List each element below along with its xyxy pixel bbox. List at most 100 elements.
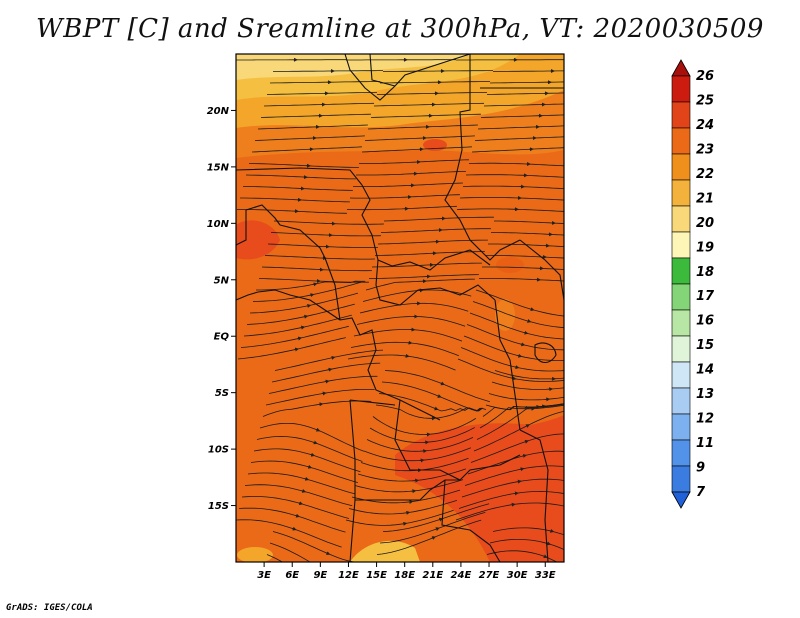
streamline	[356, 316, 466, 327]
streamline	[259, 423, 365, 452]
streamline	[273, 220, 384, 225]
streamline-arrow	[524, 439, 529, 444]
streamline	[384, 370, 491, 403]
streamline-arrow	[523, 330, 529, 335]
streamline	[359, 159, 469, 164]
streamline	[269, 542, 311, 562]
streamline	[238, 507, 346, 533]
lon-label: 33E	[535, 570, 556, 581]
streamline	[248, 163, 359, 168]
streamline-arrow	[309, 293, 315, 298]
streamline-arrow	[300, 325, 306, 330]
lon-label: 3E	[257, 570, 271, 581]
streamline-arrow	[549, 528, 555, 533]
streamline-arrow	[297, 336, 303, 341]
streamline	[380, 228, 491, 233]
streamline-arrow	[440, 381, 445, 386]
lat-label: 5N	[214, 275, 230, 286]
streamline	[461, 478, 564, 498]
streamline	[256, 435, 363, 462]
lat-label: 10S	[208, 445, 229, 456]
lat-label: 5S	[215, 388, 229, 399]
streamline	[383, 216, 494, 222]
streamline	[366, 437, 474, 452]
streamline	[379, 512, 486, 544]
streamline	[361, 146, 472, 153]
streamline	[256, 280, 366, 291]
colorbar-label: 21	[696, 191, 714, 206]
streamline	[240, 325, 349, 348]
streamline	[347, 354, 456, 371]
longitude-axis: 3E 6E 9E 12E 15E 18E 21E 24E 27E 30E 33E	[257, 562, 556, 581]
streamline	[488, 243, 564, 247]
colorbar-swatch	[671, 413, 691, 441]
streamline	[356, 171, 466, 176]
colorbar-label: 20	[696, 216, 714, 231]
grads-credit: GrADS: IGES/COLA	[6, 603, 93, 613]
streamline	[251, 146, 362, 153]
streamline	[244, 484, 353, 507]
streamline	[369, 427, 475, 443]
streamline	[241, 496, 350, 519]
streamline-arrow	[298, 501, 304, 506]
lon-label: 9E	[313, 570, 327, 581]
streamline	[243, 186, 353, 191]
colorbar-label: 17	[696, 289, 715, 304]
streamline	[474, 136, 564, 141]
streamline	[375, 404, 481, 419]
streamline	[373, 102, 485, 107]
streamline	[469, 312, 564, 340]
streamline	[271, 362, 381, 383]
map-frame	[235, 53, 565, 563]
streamline	[363, 447, 472, 462]
streamline-arrow	[291, 526, 297, 531]
colorbar-swatch	[671, 309, 691, 337]
streamline-arrow	[330, 355, 336, 360]
streamline	[374, 251, 485, 256]
colorbar-swatch	[671, 361, 691, 389]
streamline-arrow	[438, 517, 444, 522]
streamline-arrow	[405, 510, 411, 515]
latitude-axis: 20N 15N 10N 5N EQ 5S 10S 15S	[207, 106, 236, 512]
colorbar-swatch	[671, 205, 691, 233]
streamline	[464, 465, 564, 486]
streamline	[263, 102, 375, 107]
streamline-arrow	[526, 319, 532, 323]
colorbar-max-triangle	[671, 59, 691, 77]
streamline	[370, 113, 481, 118]
colorbar-swatch	[671, 465, 691, 493]
streamline-arrow	[301, 488, 307, 493]
streamline	[352, 182, 463, 187]
streamline	[455, 502, 564, 521]
colorbar-label: 16	[696, 314, 714, 329]
colorbar-min-triangle	[671, 491, 691, 509]
streamline	[264, 255, 375, 260]
streamline-arrow	[529, 307, 535, 312]
lat-label: 20N	[207, 106, 230, 117]
streamline	[369, 274, 479, 279]
streamline	[261, 266, 372, 272]
streamline-arrow	[517, 353, 523, 358]
streamline-arrow	[522, 454, 528, 458]
colorbar-label: 15	[696, 338, 714, 353]
streamline	[262, 400, 372, 417]
colorbar-label: 23	[696, 142, 714, 157]
streamline-arrow	[315, 585, 318, 587]
streamline	[378, 393, 483, 412]
streamline	[372, 416, 477, 435]
lat-label: EQ	[214, 332, 230, 343]
field-22c-patch-lakes	[495, 299, 515, 331]
streamline	[236, 519, 342, 548]
streamline-arrow	[434, 527, 440, 531]
streamline	[240, 197, 350, 203]
field-20c-patch-south	[350, 540, 420, 562]
colorbar-swatch	[671, 127, 691, 155]
streamline	[359, 302, 469, 314]
streamline	[468, 162, 564, 167]
streamline-arrow	[307, 464, 313, 469]
streamline	[459, 197, 564, 201]
streamline	[457, 358, 564, 382]
colorbar-label: 26	[696, 69, 714, 84]
streamline	[349, 194, 460, 199]
streamline	[456, 208, 564, 212]
